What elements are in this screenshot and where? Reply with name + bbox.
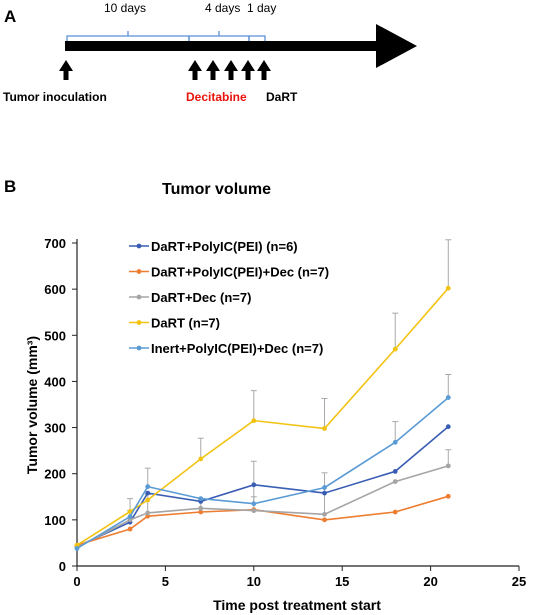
series-2-point bbox=[445, 493, 451, 499]
legend-label: DaRT (n=7) bbox=[151, 316, 220, 331]
series-5-point bbox=[145, 484, 151, 490]
duration-1-day: 1 day bbox=[247, 1, 276, 15]
y-tick-label: 400 bbox=[44, 374, 66, 389]
series-1-line bbox=[76, 425, 449, 548]
x-axis-title: Time post treatment start bbox=[213, 597, 381, 613]
chart-title: Tumor volume bbox=[162, 181, 271, 198]
legend-swatch-marker bbox=[136, 320, 142, 325]
tumor-inoculation-arrow-icon bbox=[59, 60, 73, 80]
series-5-point bbox=[445, 395, 451, 400]
series-5-point bbox=[392, 439, 398, 445]
series-4-point bbox=[322, 426, 327, 431]
panel-b-label: B bbox=[4, 177, 16, 196]
series-5-line bbox=[76, 396, 449, 550]
series-1-point bbox=[251, 482, 257, 488]
series-3-point bbox=[322, 511, 327, 517]
series-lines bbox=[74, 285, 451, 551]
x-tick-label: 10 bbox=[247, 574, 261, 589]
event-arrows bbox=[59, 60, 271, 80]
legend-label: DaRT+PolyIC(PEI) (n=6) bbox=[151, 239, 298, 254]
series-3-line bbox=[76, 465, 449, 549]
series-5-point bbox=[251, 501, 257, 507]
series-4-point bbox=[198, 456, 204, 462]
duration-brackets bbox=[66, 31, 266, 44]
y-tick-label: 200 bbox=[44, 467, 66, 482]
legend-swatch-marker bbox=[136, 345, 142, 351]
duration-10-days: 10 days bbox=[104, 1, 146, 15]
panel-a-label: A bbox=[4, 7, 16, 26]
y-tick-label: 500 bbox=[44, 328, 66, 343]
series-5-point bbox=[322, 485, 327, 490]
tumor-inoculation-label: Tumor inoculation bbox=[3, 90, 107, 104]
x-tick-label: 15 bbox=[335, 574, 349, 589]
x-tick-label: 5 bbox=[162, 574, 169, 589]
decitabine-arrow-icon bbox=[206, 60, 220, 80]
series-3-point bbox=[145, 510, 151, 516]
series-2-point bbox=[322, 517, 327, 523]
series-5-point bbox=[74, 546, 80, 551]
duration-4-days: 4 days bbox=[205, 1, 240, 15]
y-tick-label: 100 bbox=[44, 513, 66, 528]
bracket-1-day bbox=[248, 35, 266, 44]
legend-swatch-marker bbox=[136, 294, 142, 300]
y-tick-label: 700 bbox=[44, 236, 66, 251]
x-tick-label: 20 bbox=[423, 574, 437, 589]
y-tick-label: 0 bbox=[59, 559, 66, 574]
series-3-point bbox=[392, 479, 398, 484]
legend-label: DaRT+Dec (n=7) bbox=[151, 290, 251, 305]
y-axis-title: Tumor volume (mm³) bbox=[24, 336, 40, 474]
chart-legend: DaRT+PolyIC(PEI) (n=6) DaRT+PolyIC(PEI)+D… bbox=[129, 239, 329, 356]
x-tick-label: 0 bbox=[73, 574, 80, 589]
series-2-line bbox=[76, 495, 449, 546]
y-tick-label: 300 bbox=[44, 421, 66, 436]
decitabine-arrow-icon bbox=[224, 60, 238, 80]
series-4-point bbox=[251, 418, 257, 424]
series-3-point bbox=[445, 463, 451, 469]
dart-label: DaRT bbox=[266, 90, 298, 104]
series-3-point bbox=[251, 508, 257, 514]
decitabine-arrow-icon bbox=[188, 60, 202, 80]
series-1-point bbox=[392, 469, 398, 474]
legend-swatch-marker bbox=[136, 269, 142, 274]
series-3-point bbox=[198, 505, 204, 511]
series-2-point bbox=[198, 509, 204, 515]
series-1-point bbox=[445, 424, 451, 430]
series-1-point bbox=[322, 490, 327, 496]
series-4-point bbox=[392, 346, 398, 352]
decitabine-label: Decitabine bbox=[186, 90, 247, 104]
series-4-line bbox=[76, 287, 449, 546]
series-4-point bbox=[145, 497, 151, 503]
legend-label: Inert+PolyIC(PEI)+Dec (n=7) bbox=[151, 341, 323, 356]
series-1-point bbox=[145, 490, 151, 496]
y-tick-label: 600 bbox=[44, 282, 66, 297]
legend-swatch-marker bbox=[136, 243, 142, 249]
chart-axes: 0 5 10 15 20 25 0 100 200 300 400 500 600 700 bbox=[44, 236, 526, 589]
series-4-point bbox=[445, 285, 451, 291]
legend-label: DaRT+PolyIC(PEI)+Dec (n=7) bbox=[151, 265, 329, 280]
series-2-point bbox=[127, 526, 133, 532]
dart-arrow-icon bbox=[257, 60, 271, 80]
series-5-point bbox=[198, 496, 204, 502]
series-5-point bbox=[127, 514, 133, 520]
decitabine-arrow-icon bbox=[241, 60, 255, 80]
timeline-arrow bbox=[65, 24, 417, 68]
series-2-point bbox=[392, 509, 398, 515]
series-4-point bbox=[127, 509, 133, 514]
x-tick-label: 25 bbox=[512, 574, 526, 589]
